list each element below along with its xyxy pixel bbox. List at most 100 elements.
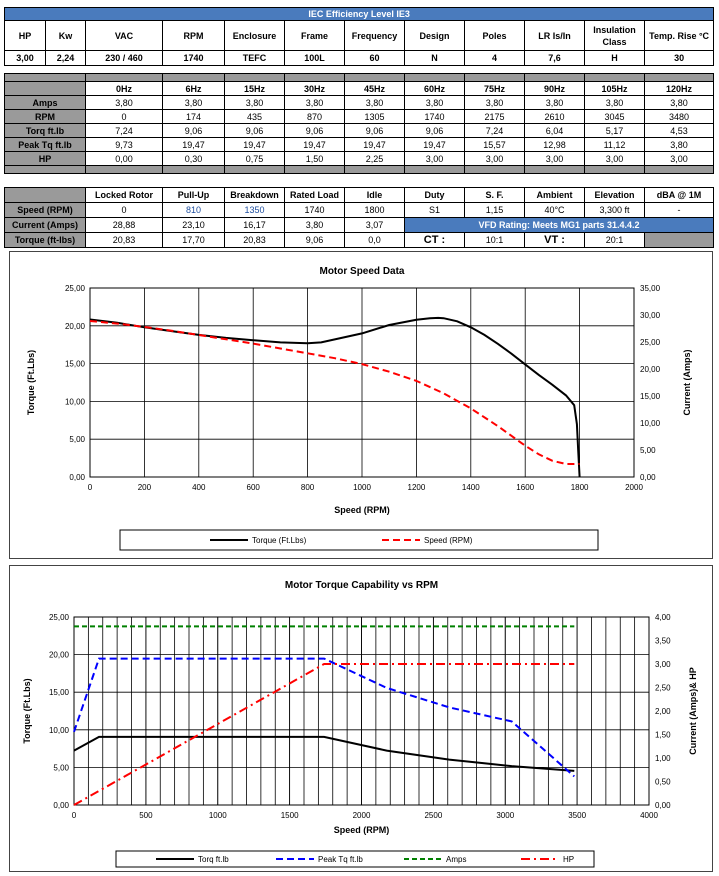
frequency-row-label: HP <box>4 151 86 166</box>
frequency-cell: 2,25 <box>344 151 405 166</box>
motor-speed-chart: Motor Speed Data 0,00 5,00 10,00 15,00 20,00 2… <box>26 266 692 551</box>
y-tick-label: 0,00 <box>53 801 69 810</box>
spec-title: IEC Efficiency Level IE3 <box>3 7 715 21</box>
y2-tick-label: 2,00 <box>655 707 671 716</box>
spec-header: RPM <box>162 20 225 51</box>
y2-tick-label: 1,50 <box>655 731 671 740</box>
performance-cell: 9,06 <box>284 232 345 248</box>
legend-label: Peak Tq ft.lb <box>318 855 363 864</box>
spec-value: 3,00 <box>4 50 46 66</box>
performance-cell: 1350 <box>224 202 285 218</box>
y-tick-label: 15,00 <box>65 360 86 369</box>
y2-tick-label: 15,00 <box>640 392 661 401</box>
extra-value: 3,300 ft <box>584 202 645 218</box>
frequency-cell: 3,00 <box>524 151 585 166</box>
spec-value: 230 / 460 <box>85 50 163 66</box>
y-axis-label: Torque (Ft.Lbs) <box>26 350 36 415</box>
performance-column-header: Idle <box>344 187 405 203</box>
y-tick-label: 25,00 <box>49 613 70 622</box>
performance-cell: 20,83 <box>224 232 285 248</box>
x-tick-label: 600 <box>247 483 261 492</box>
frequency-cell: 3,80 <box>224 95 285 110</box>
frequency-cell: 870 <box>284 109 345 124</box>
x-tick-label: 1800 <box>571 483 589 492</box>
x-tick-label: 1000 <box>353 483 371 492</box>
performance-row: Speed (RPM) 0 810 1350 1740 1800 S1 1,15… <box>4 202 714 218</box>
frequency-cell: 3,80 <box>344 95 405 110</box>
frequency-cell: 3,80 <box>85 95 163 110</box>
spec-value: 30 <box>643 50 715 66</box>
frequency-cell: 3,00 <box>584 151 645 166</box>
spec-table: IEC Efficiency Level IE3 HP Kw VAC RPM E… <box>3 7 715 66</box>
frequency-cell: 5,17 <box>584 123 645 138</box>
performance-cell: 17,70 <box>162 232 225 248</box>
spec-value: 100L <box>284 50 345 66</box>
frequency-column-header: 75Hz <box>464 81 525 96</box>
performance-cell: 16,17 <box>224 217 285 233</box>
y-axis-label: Torque (Ft.Lbs) <box>22 678 32 743</box>
x-tick-label: 2500 <box>424 811 442 820</box>
performance-header-row: Locked Rotor Pull-Up Breakdown Rated Loa… <box>4 187 714 203</box>
frequency-row: Amps 3,80 3,80 3,80 3,80 3,80 3,80 3,80 … <box>4 95 714 110</box>
legend-label: Torque (Ft.Lbs) <box>252 536 307 545</box>
frequency-cell: 19,47 <box>224 137 285 152</box>
series-line <box>73 657 575 778</box>
frequency-row: Peak Tq ft.lb 9,73 19,47 19,47 19,47 19,… <box>4 137 714 152</box>
frequency-cell: 3,80 <box>644 137 714 152</box>
performance-cell: 28,88 <box>85 217 163 233</box>
frequency-cell: 9,73 <box>85 137 163 152</box>
vt-value: 20:1 <box>584 232 645 248</box>
extra-value: 1,15 <box>464 202 525 218</box>
performance-column-header: Breakdown <box>224 187 285 203</box>
x-tick-label: 0 <box>72 811 77 820</box>
y2-axis-label: Current (Amps) <box>682 349 692 415</box>
performance-cell: 1740 <box>284 202 345 218</box>
series-line <box>89 320 580 465</box>
frequency-cell: 9,06 <box>404 123 465 138</box>
y2-tick-label: 5,00 <box>640 446 656 455</box>
performance-row-label: Current (Amps) <box>4 217 86 233</box>
spec-value: 60 <box>344 50 405 66</box>
spec-header: HP <box>4 20 46 51</box>
legend-label: Amps <box>446 855 466 864</box>
spec-header: Insulation Class <box>584 20 645 51</box>
performance-cell: 0 <box>85 202 163 218</box>
performance-column-header: Locked Rotor <box>85 187 163 203</box>
vfd-rating: VFD Rating: Meets MG1 parts 31.4.4.2 <box>404 217 714 233</box>
frequency-cell: 19,47 <box>284 137 345 152</box>
frequency-column-header: 6Hz <box>162 81 225 96</box>
legend <box>115 850 595 868</box>
frequency-column-header: 45Hz <box>344 81 405 96</box>
x-tick-label: 1600 <box>516 483 534 492</box>
y-tick-label: 20,00 <box>49 651 70 660</box>
frequency-cell: 3,80 <box>644 95 714 110</box>
frequency-cell: 19,47 <box>162 137 225 152</box>
performance-cell: 1800 <box>344 202 405 218</box>
spec-value: 4 <box>464 50 525 66</box>
performance-cell: 3,80 <box>284 217 345 233</box>
performance-row: Torque (ft-lbs) 20,83 17,70 20,83 9,06 0… <box>4 232 714 248</box>
frequency-column-header: 0Hz <box>85 81 163 96</box>
legend-label: Speed (RPM) <box>424 536 473 545</box>
legend-label: HP <box>563 855 574 864</box>
frequency-header-row: 0Hz 6Hz 15Hz 30Hz 45Hz 60Hz 75Hz 90Hz 10… <box>4 81 714 96</box>
frequency-row-label: Amps <box>4 95 86 110</box>
performance-cell: 23,10 <box>162 217 225 233</box>
x-tick-label: 1000 <box>209 811 227 820</box>
x-tick-label: 1200 <box>408 483 426 492</box>
frequency-cell: 3,80 <box>284 95 345 110</box>
extra-header: dBA @ 1M <box>644 187 714 203</box>
y2-tick-label: 2,50 <box>655 684 671 693</box>
y2-tick-label: 3,50 <box>655 637 671 646</box>
frequency-cell: 2610 <box>524 109 585 124</box>
frequency-cell: 9,06 <box>344 123 405 138</box>
frequency-column-header: 105Hz <box>584 81 645 96</box>
y2-tick-label: 20,00 <box>640 365 661 374</box>
extra-value: - <box>644 202 714 218</box>
spec-value: N <box>404 50 465 66</box>
spec-header: Frame <box>284 20 345 51</box>
frequency-cell: 3,80 <box>584 95 645 110</box>
legend-label: Torq ft.lb <box>198 855 229 864</box>
performance-cell: 20,83 <box>85 232 163 248</box>
y2-tick-label: 0,00 <box>640 473 656 482</box>
